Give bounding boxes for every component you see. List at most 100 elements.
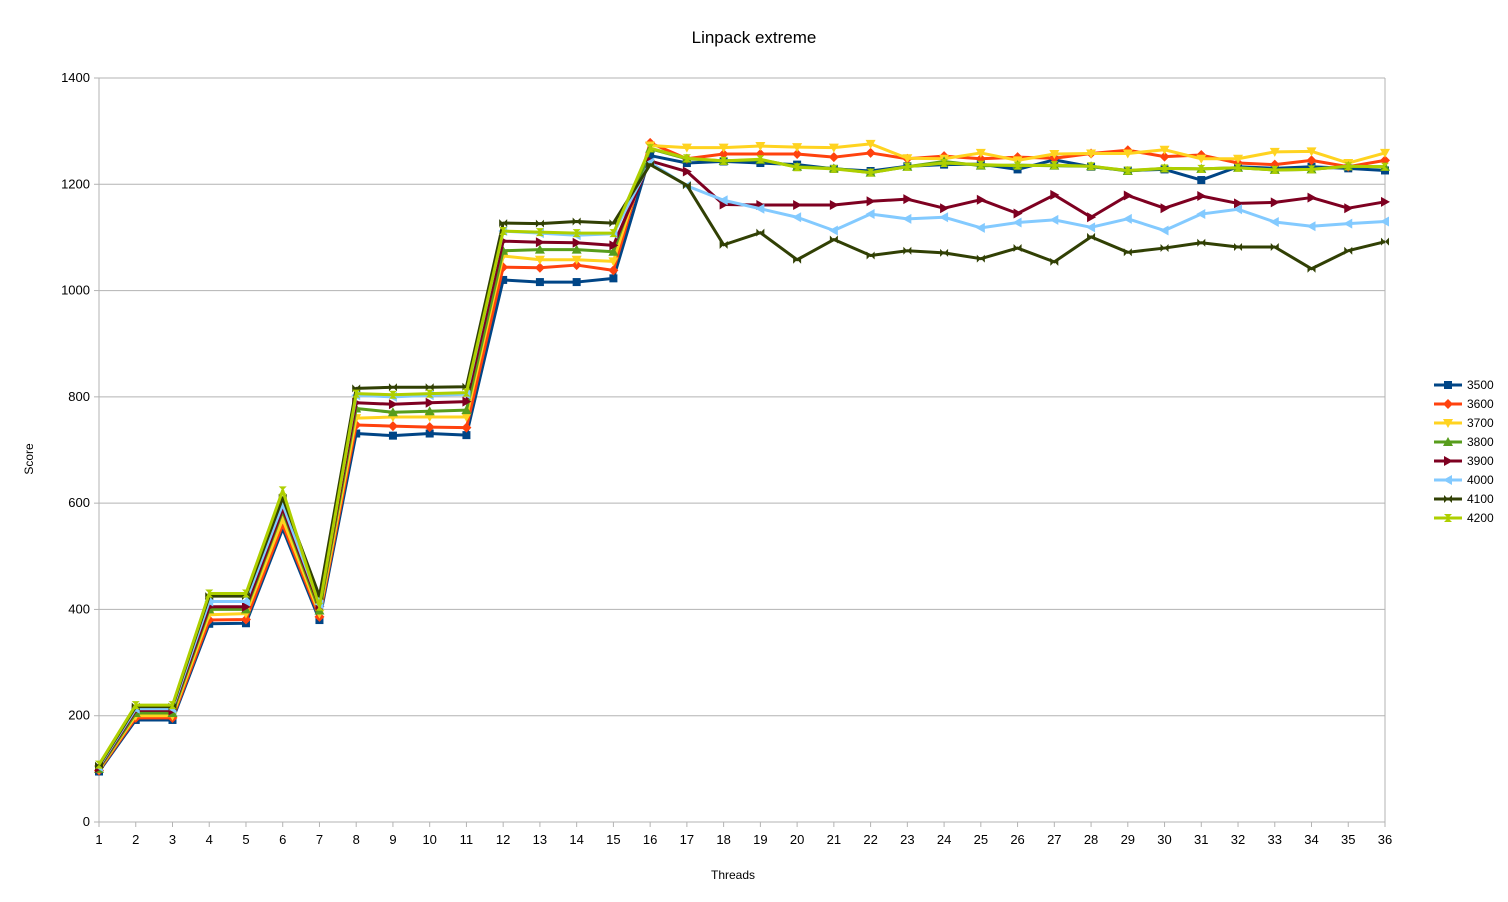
- data-point-3700: [828, 143, 839, 153]
- x-tick-label: 31: [1194, 832, 1208, 847]
- data-point-4000: [718, 195, 728, 206]
- data-point-3700: [1380, 148, 1390, 158]
- data-point-4000: [1196, 209, 1206, 220]
- data-point-4100: [1160, 244, 1169, 253]
- data-point-4200: [535, 228, 544, 237]
- data-point-4200: [168, 701, 177, 710]
- data-point-3600: [718, 148, 729, 159]
- data-point-4000: [1086, 222, 1096, 233]
- data-point-4000: [240, 596, 250, 607]
- x-tick-label: 36: [1378, 832, 1392, 847]
- data-point-4200: [1197, 164, 1206, 173]
- data-point-4100: [940, 248, 949, 257]
- legend-swatch-marker: [1444, 456, 1453, 466]
- x-tick-label: 34: [1304, 832, 1318, 847]
- data-point-3600: [865, 147, 876, 158]
- data-point-3500: [425, 429, 434, 438]
- data-point-3600: [240, 614, 251, 625]
- data-point-4200: [462, 388, 471, 397]
- legend-label: 3500: [1467, 378, 1494, 392]
- data-point-4200: [499, 227, 508, 236]
- x-tick-label: 22: [863, 832, 877, 847]
- data-point-4100: [682, 181, 691, 190]
- data-point-4000: [1269, 217, 1279, 228]
- data-point-3800: [608, 246, 619, 256]
- x-tick-label: 18: [716, 832, 730, 847]
- x-axis-title: Threads: [711, 868, 755, 882]
- data-point-3600: [792, 148, 803, 159]
- data-point-3800: [387, 407, 398, 417]
- data-point-3900: [462, 396, 472, 407]
- data-point-3900: [1270, 197, 1280, 208]
- data-point-4200: [682, 154, 691, 163]
- data-point-3600: [1306, 155, 1317, 166]
- legend-label: 4000: [1467, 473, 1494, 487]
- data-point-3900: [1381, 196, 1390, 207]
- data-point-4200: [388, 390, 397, 399]
- legend-item-4100: 4100: [1434, 492, 1494, 506]
- series-4200: [95, 144, 1389, 769]
- data-point-3500: [535, 278, 544, 287]
- data-point-4000: [1049, 214, 1059, 225]
- data-point-4000: [975, 222, 985, 233]
- legend-item-4200: 4200: [1434, 511, 1494, 525]
- data-point-4100: [499, 219, 508, 228]
- data-point-4100: [1013, 244, 1022, 253]
- legend-label: 3600: [1467, 397, 1494, 411]
- x-tick-label: 12: [496, 832, 510, 847]
- x-tick-label: 16: [643, 832, 657, 847]
- data-point-3500: [609, 274, 618, 283]
- data-point-3700: [424, 413, 435, 423]
- data-point-4100: [535, 219, 544, 228]
- data-point-3600: [461, 422, 472, 433]
- x-tick-label: 32: [1231, 832, 1245, 847]
- data-point-3500: [572, 278, 581, 287]
- y-tick-label: 600: [68, 495, 90, 510]
- legend-swatch-marker: [1444, 381, 1452, 389]
- x-tick-label: 23: [900, 832, 914, 847]
- data-point-4200: [205, 589, 214, 598]
- legend: 3500 3600 3700 3800 3900 4000 4100 4200: [1434, 378, 1494, 525]
- series-line-3600: [97, 141, 1386, 772]
- data-point-4200: [1050, 161, 1059, 170]
- legend-swatch-marker: [1443, 399, 1453, 409]
- data-point-4000: [865, 209, 875, 220]
- series-3600: [94, 137, 1390, 776]
- data-point-4000: [1122, 213, 1132, 224]
- legend-swatch-marker: [1443, 475, 1452, 485]
- legend-swatch-marker: [1443, 419, 1453, 428]
- data-point-4000: [828, 225, 838, 236]
- data-point-4100: [572, 217, 581, 226]
- data-point-3700: [1196, 154, 1207, 164]
- data-point-3900: [609, 240, 619, 251]
- data-point-4200: [1123, 166, 1132, 175]
- data-point-3700: [1159, 145, 1170, 155]
- data-point-4100: [1123, 248, 1132, 257]
- x-tick-label: 35: [1341, 832, 1355, 847]
- data-point-3600: [424, 422, 435, 433]
- data-point-3900: [572, 237, 582, 248]
- data-point-4200: [241, 589, 250, 598]
- data-point-4100: [646, 160, 655, 169]
- x-tick-label: 25: [974, 832, 988, 847]
- data-point-3900: [1013, 208, 1023, 219]
- y-axis-title: Score: [22, 443, 36, 475]
- data-point-4200: [1344, 162, 1353, 171]
- series-4100: [95, 160, 1389, 770]
- data-point-4000: [792, 212, 802, 223]
- data-point-3600: [534, 262, 545, 273]
- data-point-4100: [1197, 238, 1206, 247]
- legend-item-3800: 3800: [1434, 435, 1494, 449]
- data-point-4200: [609, 229, 618, 238]
- series-line-4200: [97, 146, 1386, 766]
- data-point-3700: [534, 255, 545, 265]
- data-point-4000: [1233, 204, 1243, 215]
- data-point-3900: [1087, 212, 1097, 223]
- data-point-4200: [131, 701, 140, 710]
- data-point-3500: [499, 275, 508, 284]
- data-point-4100: [1270, 242, 1279, 251]
- data-point-4200: [829, 164, 838, 173]
- data-point-3700: [1086, 149, 1097, 159]
- data-point-4100: [1087, 232, 1096, 241]
- data-point-4200: [646, 144, 655, 153]
